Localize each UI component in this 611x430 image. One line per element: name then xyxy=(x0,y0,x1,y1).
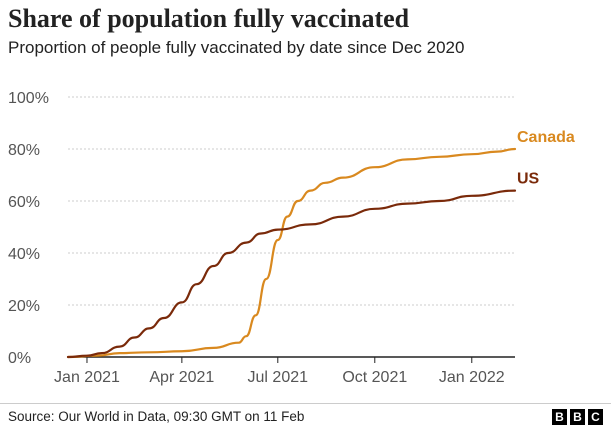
logo-letter: B xyxy=(552,409,567,425)
x-tick-label: Apr 2021 xyxy=(149,369,214,386)
y-tick-label: 0% xyxy=(8,350,31,367)
logo-letter: C xyxy=(588,409,603,425)
logo-letter: B xyxy=(570,409,585,425)
source-note: Source: Our World in Data, 09:30 GMT on … xyxy=(8,409,305,424)
y-tick-label: 20% xyxy=(8,298,40,315)
x-tick-label: Jul 2021 xyxy=(248,369,309,386)
x-axis: Jan 2021 Apr 2021 Jul 2021 Oct 2021 Jan 2022 xyxy=(54,356,515,386)
chart-subtitle: Proportion of people fully vaccinated by… xyxy=(8,38,465,57)
line-chart: 0% 20% 40% 60% 80% 100% Jan 2021 Apr 2021 Jul 2… xyxy=(8,90,575,386)
y-axis-tick-labels: 0% 20% 40% 60% 80% 100% xyxy=(8,90,49,367)
chart-title: Share of population fully vaccinated xyxy=(8,4,410,33)
series-line-canada xyxy=(66,147,517,359)
x-tick-label: Oct 2021 xyxy=(342,369,407,386)
series-labels: Canada US xyxy=(517,129,575,188)
y-tick-label: 60% xyxy=(8,194,40,211)
x-tick-label: Jan 2021 xyxy=(54,369,120,386)
series-lines xyxy=(66,147,517,359)
y-tick-label: 40% xyxy=(8,246,40,263)
y-tick-label: 80% xyxy=(8,142,40,159)
x-tick-label: Jan 2022 xyxy=(439,369,505,386)
y-tick-label: 100% xyxy=(8,90,49,107)
series-label-canada: Canada xyxy=(517,129,575,146)
bbc-logo: B B C xyxy=(552,409,603,425)
series-line-us xyxy=(66,189,517,359)
footer-divider xyxy=(0,403,611,404)
series-label-us: US xyxy=(517,171,540,188)
